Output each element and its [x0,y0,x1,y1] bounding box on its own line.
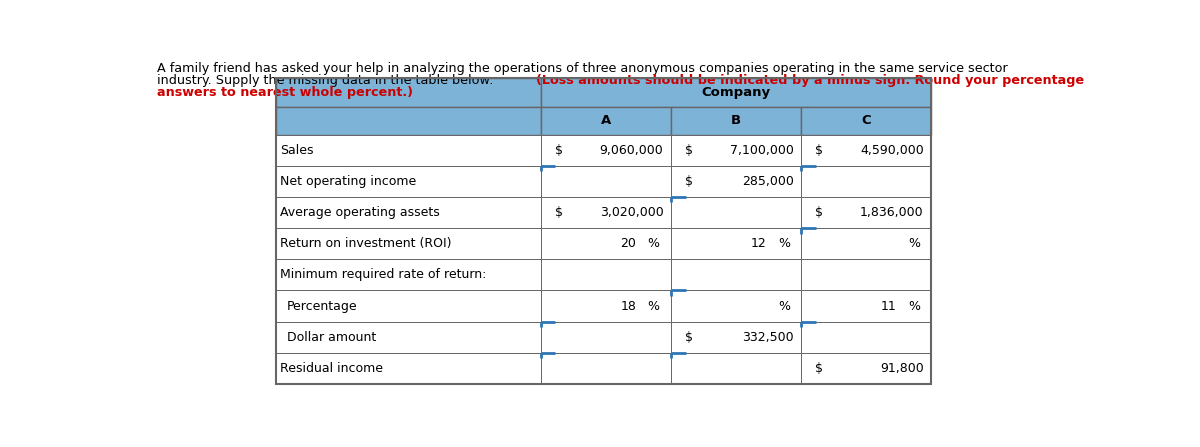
Bar [671,197,802,228]
Text: Average operating assets: Average operating assets [281,206,440,219]
Text: 11: 11 [881,299,896,312]
Bar [671,135,802,166]
Bar [540,322,671,353]
Bar [276,197,540,228]
Bar [276,78,540,107]
Bar [802,166,931,197]
Bar [276,166,540,197]
Text: 285,000: 285,000 [742,175,793,188]
Text: (Loss amounts should be indicated by a minus sign. Round your percentage: (Loss amounts should be indicated by a m… [536,74,1084,87]
Text: B: B [731,114,740,127]
Text: %: % [778,237,790,250]
Bar [540,135,671,166]
Bar [802,107,931,135]
Bar [540,259,671,291]
Text: Percentage: Percentage [287,299,358,312]
Text: $: $ [815,362,823,375]
Bar [540,197,671,228]
Text: 7,100,000: 7,100,000 [730,143,793,156]
Text: 3,020,000: 3,020,000 [600,206,664,219]
Text: A: A [600,114,611,127]
Bar [540,166,671,197]
Bar [540,78,931,107]
Bar [540,353,671,384]
Text: 4,590,000: 4,590,000 [860,143,924,156]
Bar [802,135,931,166]
Text: $: $ [685,175,692,188]
Bar [802,322,931,353]
Bar [802,353,931,384]
Text: $: $ [815,206,823,219]
Text: industry. Supply the missing data in the table below:: industry. Supply the missing data in the… [157,74,498,87]
Text: 12: 12 [751,237,767,250]
Text: $: $ [685,143,692,156]
Bar [276,259,540,291]
Bar [802,259,931,291]
Text: 18: 18 [620,299,636,312]
Bar [276,107,540,135]
Text: $: $ [554,206,563,219]
Bar [540,228,671,259]
Bar [540,291,671,322]
Text: 9,060,000: 9,060,000 [600,143,664,156]
Bar [671,107,802,135]
Bar [276,322,540,353]
Bar [802,228,931,259]
Text: $: $ [815,143,823,156]
Bar [671,228,802,259]
Bar [540,107,671,135]
Text: %: % [908,299,920,312]
Bar [671,291,802,322]
Text: Minimum required rate of return:: Minimum required rate of return: [281,268,486,282]
Text: $: $ [554,143,563,156]
Bar [671,322,802,353]
Text: answers to nearest whole percent.): answers to nearest whole percent.) [157,86,414,99]
Text: Company: Company [701,86,770,99]
Text: Return on investment (ROI): Return on investment (ROI) [281,237,451,250]
Text: A family friend has asked your help in analyzing the operations of three anonymo: A family friend has asked your help in a… [157,62,1008,75]
Bar [671,353,802,384]
Text: Dollar amount: Dollar amount [287,331,376,344]
Bar [802,291,931,322]
Bar [276,135,540,166]
Text: %: % [648,299,660,312]
Bar [276,353,540,384]
Text: 20: 20 [620,237,636,250]
Text: C: C [862,114,871,127]
Text: %: % [648,237,660,250]
Text: 332,500: 332,500 [742,331,793,344]
Text: 1,836,000: 1,836,000 [860,206,924,219]
Text: Net operating income: Net operating income [281,175,416,188]
Text: Residual income: Residual income [281,362,383,375]
Text: 91,800: 91,800 [880,362,924,375]
Text: %: % [908,237,920,250]
Bar [276,228,540,259]
Bar [276,291,540,322]
Bar [671,166,802,197]
Text: %: % [778,299,790,312]
Bar [671,259,802,291]
Bar [802,197,931,228]
Text: Sales: Sales [281,143,313,156]
Bar [276,78,931,384]
Text: $: $ [685,331,692,344]
